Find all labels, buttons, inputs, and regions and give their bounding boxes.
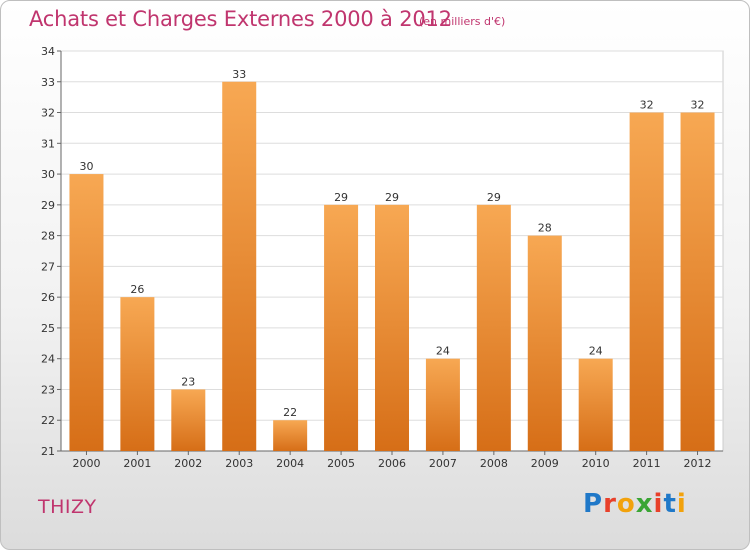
x-tick-label: 2008: [480, 457, 508, 470]
data-label: 23: [181, 375, 195, 388]
data-label: 24: [436, 345, 450, 358]
x-tick-label: 2005: [327, 457, 355, 470]
x-tick-label: 2012: [684, 457, 712, 470]
data-label: 28: [538, 222, 552, 235]
bar: [69, 174, 104, 452]
x-tick-label: 2002: [174, 457, 202, 470]
bar: [476, 204, 511, 451]
y-tick-label: 24: [41, 353, 55, 366]
y-tick-label: 29: [41, 199, 55, 212]
y-tick-label: 23: [41, 383, 55, 396]
y-tick-label: 26: [41, 291, 55, 304]
x-tick-label: 2003: [225, 457, 253, 470]
chart-subtitle: (en milliers d'€): [419, 15, 506, 28]
data-label: 33: [232, 68, 246, 81]
data-label: 32: [691, 99, 705, 112]
data-label: 29: [334, 191, 348, 204]
data-label: 26: [130, 283, 144, 296]
bar: [527, 235, 562, 451]
data-label: 29: [385, 191, 399, 204]
proxiti-logo: Proxiti: [583, 489, 687, 519]
x-tick-label: 2001: [123, 457, 151, 470]
y-tick-label: 28: [41, 230, 55, 243]
bar: [273, 420, 308, 451]
bar: [425, 358, 460, 451]
x-tick-label: 2009: [531, 457, 559, 470]
x-tick-label: 2004: [276, 457, 304, 470]
data-label: 29: [487, 191, 501, 204]
y-tick-label: 27: [41, 260, 55, 273]
x-tick-label: 2007: [429, 457, 457, 470]
y-tick-label: 30: [41, 168, 55, 181]
data-label: 22: [283, 406, 297, 419]
y-tick-label: 21: [41, 445, 55, 458]
bar: [578, 358, 613, 451]
bar: [324, 204, 359, 451]
city-name: THIZY: [38, 496, 97, 518]
x-tick-label: 2006: [378, 457, 406, 470]
bar: [222, 81, 257, 452]
chart-title: Achats et Charges Externes 2000 à 2012: [29, 7, 452, 31]
x-tick-label: 2000: [72, 457, 100, 470]
data-label: 30: [79, 160, 93, 173]
bar: [629, 112, 664, 452]
x-tick-label: 2010: [582, 457, 610, 470]
y-tick-label: 31: [41, 137, 55, 150]
y-tick-label: 33: [41, 76, 55, 89]
bar: [171, 389, 206, 451]
data-label: 32: [640, 99, 654, 112]
y-tick-label: 34: [41, 45, 55, 58]
x-tick-label: 2011: [633, 457, 661, 470]
y-tick-label: 32: [41, 107, 55, 120]
y-tick-label: 25: [41, 322, 55, 335]
data-label: 24: [589, 345, 603, 358]
y-tick-label: 22: [41, 414, 55, 427]
bar: [375, 204, 409, 451]
bar: [120, 297, 155, 451]
bar: [680, 112, 715, 452]
